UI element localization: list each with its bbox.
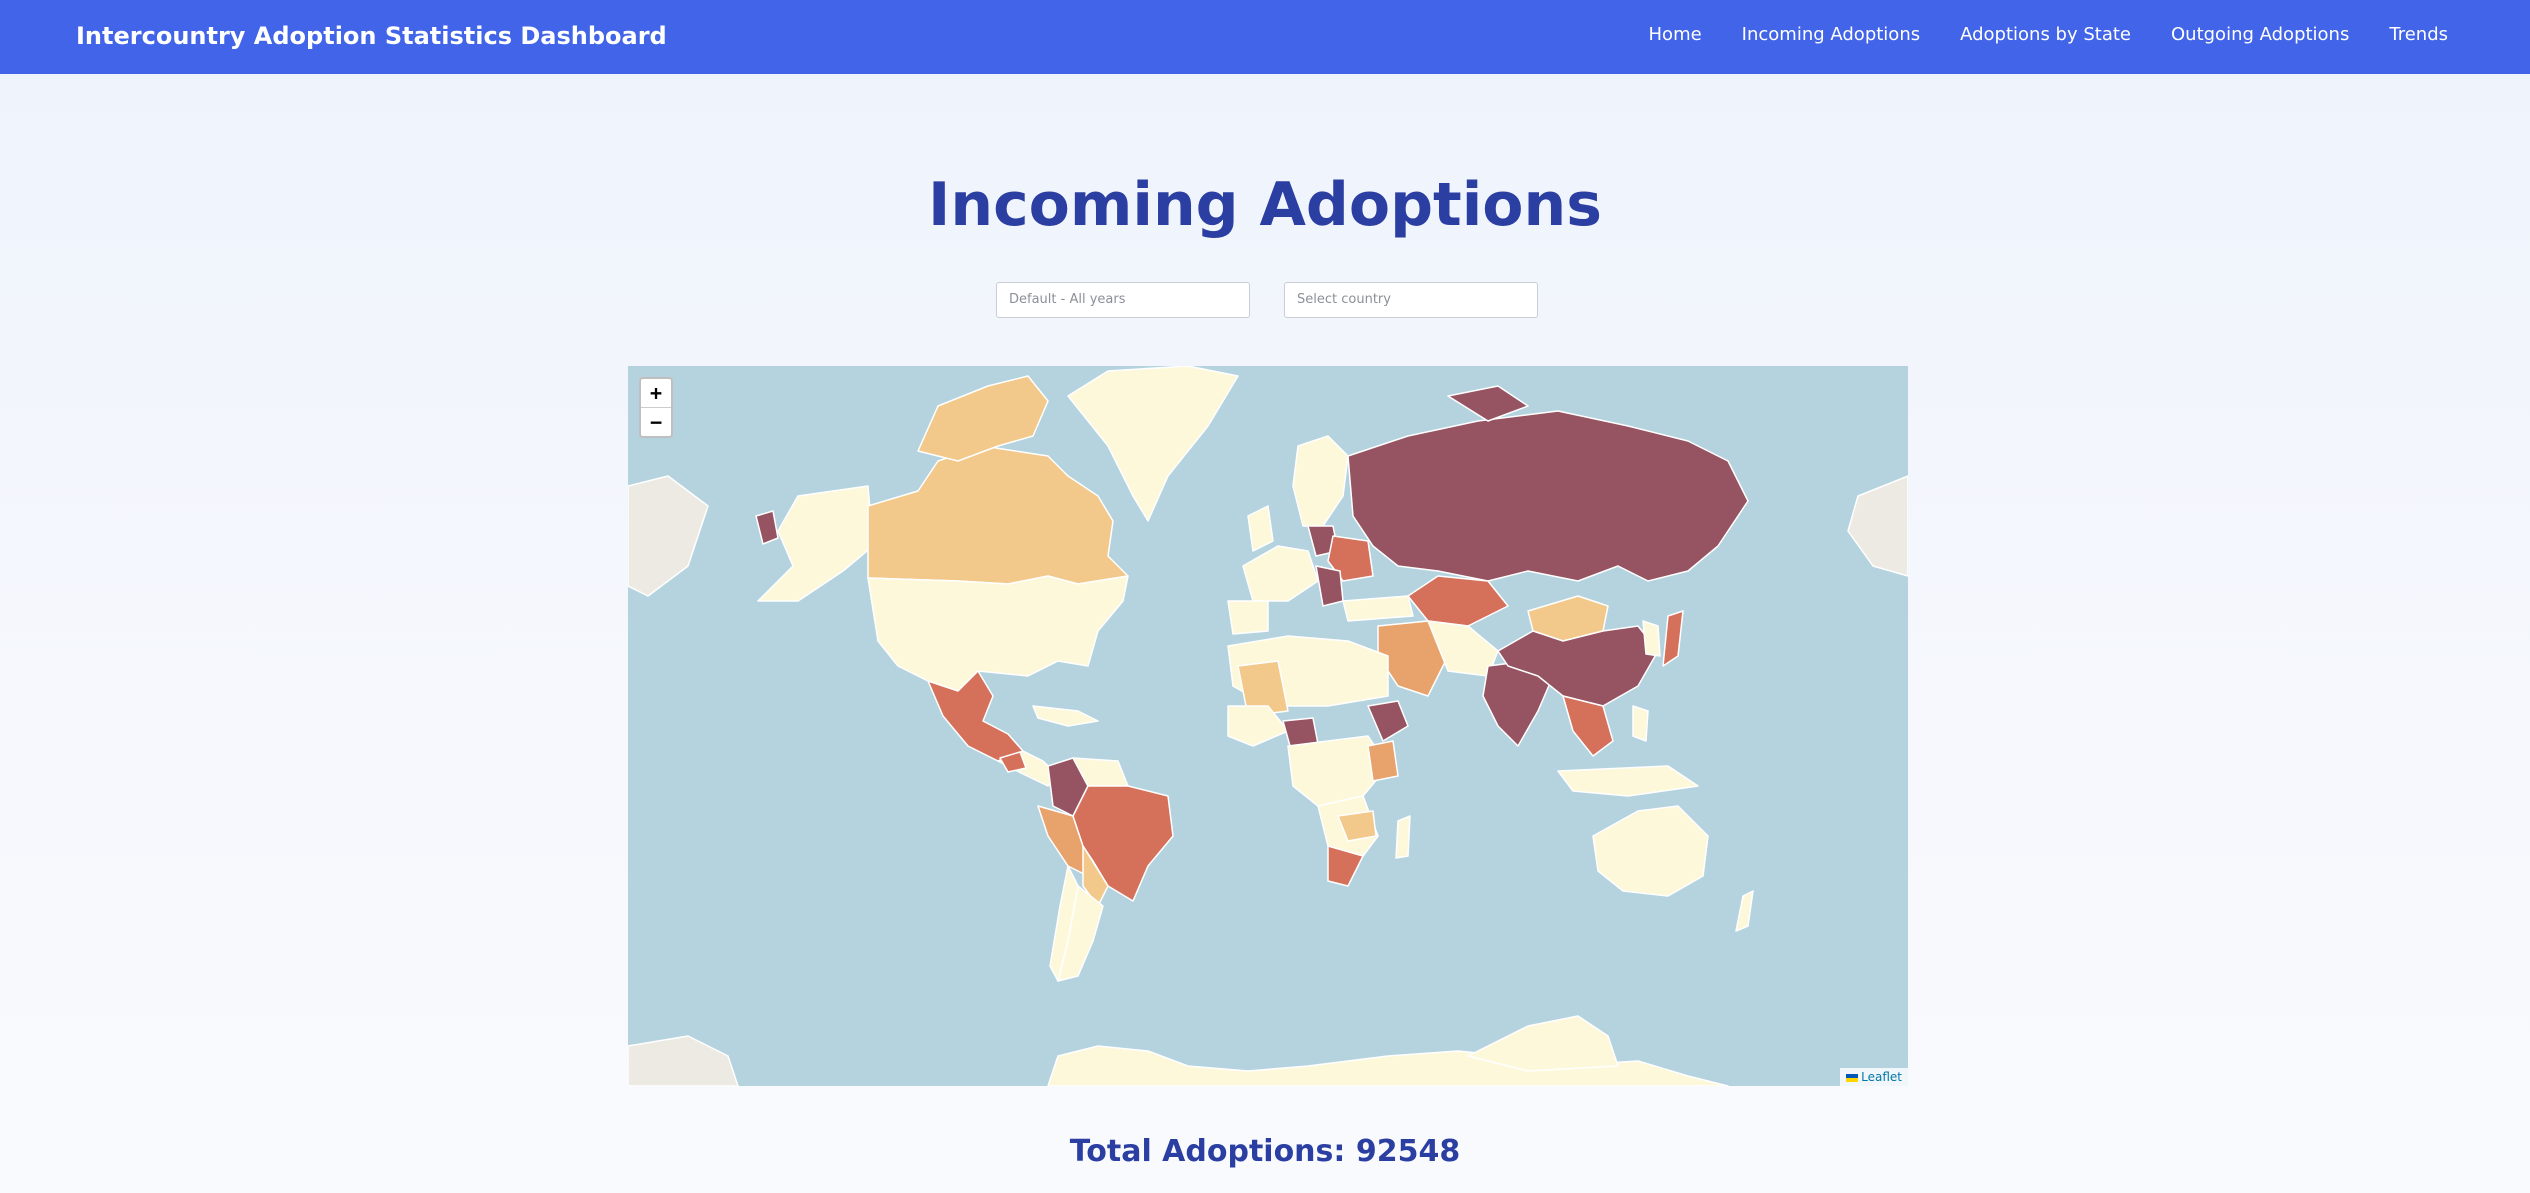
kazakhstan[interactable] [1407, 575, 1509, 627]
page-title: Incoming Adoptions [928, 170, 1602, 240]
canada-arctic-islands[interactable] [917, 375, 1049, 462]
alaska[interactable] [757, 485, 874, 602]
nav-links: Home Incoming Adoptions Adoptions by Sta… [1649, 24, 2448, 45]
land-far-west [628, 475, 709, 597]
mexico[interactable] [927, 670, 1024, 762]
choropleth-map[interactable] [628, 366, 1908, 1086]
southeast-asia[interactable] [1562, 695, 1614, 757]
zoom-in-button[interactable]: + [641, 379, 671, 408]
leaflet-link[interactable]: Leaflet [1861, 1070, 1902, 1084]
nav-incoming-adoptions[interactable]: Incoming Adoptions [1741, 24, 1921, 45]
scandinavia[interactable] [1292, 435, 1349, 527]
year-select[interactable]: Default - All years [996, 282, 1250, 318]
country-select[interactable]: Select country [1284, 282, 1538, 318]
west-africa[interactable] [1227, 705, 1289, 747]
nav-trends[interactable]: Trends [2389, 24, 2448, 45]
zambia-zimbabwe[interactable] [1337, 810, 1377, 842]
zoom-out-button[interactable]: − [649, 410, 663, 434]
indonesia[interactable] [1557, 765, 1699, 797]
madagascar[interactable] [1395, 815, 1411, 859]
uk-ireland[interactable] [1247, 505, 1274, 552]
land-far-east [1847, 475, 1908, 577]
guatemala[interactable] [999, 751, 1027, 773]
ethiopia[interactable] [1367, 700, 1409, 742]
iberia[interactable] [1227, 600, 1269, 635]
ukraine-flag-icon [1846, 1073, 1859, 1082]
algeria-mali[interactable] [1237, 660, 1289, 717]
nav-home[interactable]: Home [1648, 24, 1702, 45]
brazil[interactable] [1072, 785, 1174, 902]
total-adoptions: Total Adoptions: 92548 [1069, 1134, 1461, 1169]
nigeria[interactable] [1282, 717, 1319, 747]
east-africa[interactable] [1367, 740, 1399, 782]
top-navbar: Intercountry Adoption Statistics Dashboa… [0, 0, 2530, 74]
australia[interactable] [1592, 805, 1709, 897]
balkans[interactable] [1315, 565, 1344, 607]
south-africa[interactable] [1327, 845, 1364, 887]
japan[interactable] [1662, 610, 1684, 667]
china[interactable] [1497, 625, 1659, 707]
world-map[interactable]: + − Leaflet [628, 366, 1908, 1086]
turkey[interactable] [1342, 595, 1414, 622]
zoom-control: + − [639, 377, 673, 438]
antarctica-east[interactable] [1467, 1015, 1619, 1072]
philippines[interactable] [1632, 705, 1649, 742]
caribbean-islands[interactable] [1032, 705, 1099, 727]
russia[interactable] [1347, 410, 1749, 582]
iran-afghanistan[interactable] [1427, 620, 1499, 677]
eastern-europe[interactable] [1327, 535, 1374, 582]
land-sw-bottom [628, 1035, 739, 1086]
alaska-west-tip[interactable] [755, 510, 779, 545]
chile[interactable] [1049, 865, 1079, 982]
russia-arctic-islands[interactable] [1447, 385, 1529, 422]
canada[interactable] [867, 445, 1129, 585]
united-states[interactable] [867, 575, 1129, 692]
antarctica[interactable] [1047, 1045, 1729, 1086]
map-attribution: Leaflet [1840, 1068, 1908, 1086]
korea[interactable] [1642, 620, 1661, 657]
new-zealand[interactable] [1735, 890, 1754, 932]
brand-title[interactable]: Intercountry Adoption Statistics Dashboa… [76, 22, 667, 50]
nav-adoptions-by-state[interactable]: Adoptions by State [1960, 24, 2131, 45]
nav-outgoing-adoptions[interactable]: Outgoing Adoptions [2171, 24, 2350, 45]
western-europe[interactable] [1242, 545, 1319, 602]
greenland[interactable] [1067, 366, 1239, 522]
